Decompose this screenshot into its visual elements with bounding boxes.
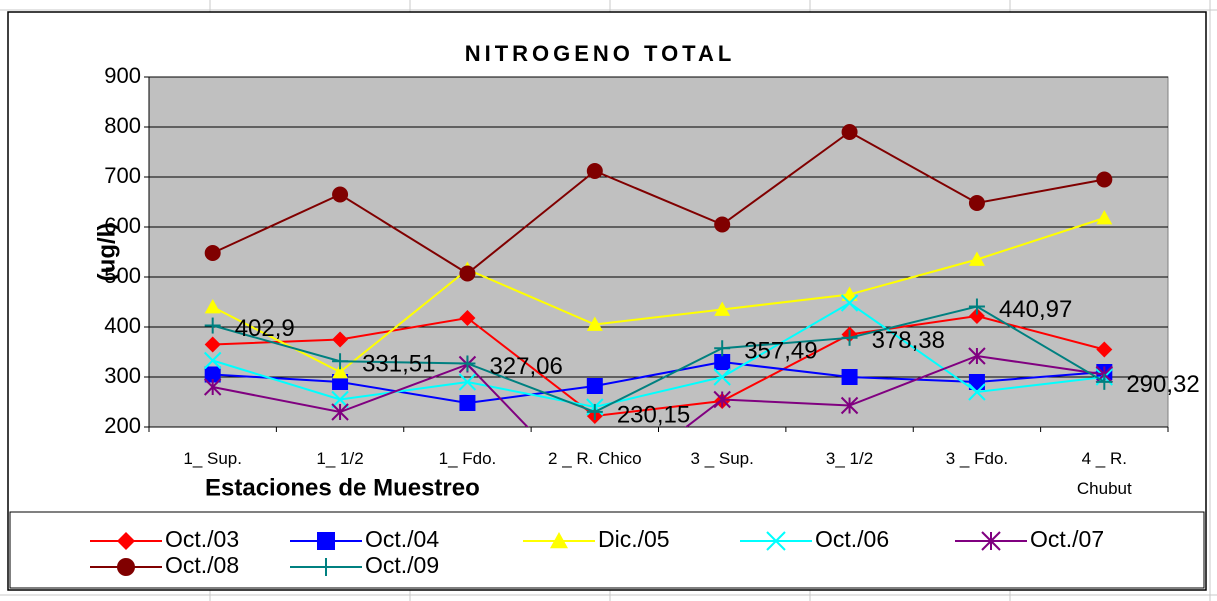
marker	[317, 532, 335, 550]
legend-label: Oct./09	[365, 552, 439, 578]
data-label: 290,32	[1126, 371, 1199, 398]
marker	[968, 347, 986, 365]
marker	[840, 294, 859, 312]
marker	[117, 558, 135, 576]
marker	[204, 366, 221, 383]
marker	[204, 336, 221, 353]
y-tick-label: 600	[104, 213, 141, 238]
legend-label: Oct./04	[365, 526, 439, 552]
marker	[586, 403, 603, 420]
marker	[968, 298, 985, 315]
y-tick-label: 800	[104, 113, 141, 138]
marker	[332, 364, 349, 379]
y-tick-label: 900	[104, 63, 141, 88]
marker	[841, 329, 858, 346]
legend-label: Oct./06	[815, 526, 889, 552]
marker	[714, 301, 731, 316]
marker	[968, 374, 985, 390]
marker	[204, 317, 221, 334]
marker	[1096, 373, 1113, 390]
y-tick-label: 700	[104, 163, 141, 188]
legend-label: Dic./05	[598, 526, 670, 552]
marker	[586, 163, 603, 179]
series-line	[212, 217, 1105, 374]
marker	[1096, 210, 1113, 225]
series-layer	[203, 124, 1114, 427]
y-tick-label: 400	[104, 313, 141, 338]
legend-label: Oct./08	[165, 552, 239, 578]
marker	[332, 186, 349, 203]
marker	[714, 354, 731, 370]
legend-frame	[9, 511, 1205, 589]
marker	[713, 368, 731, 386]
x-tick-label: 4 _ R. Chubut	[1076, 449, 1132, 498]
marker	[117, 532, 135, 550]
series-line	[212, 360, 1105, 405]
marker	[331, 403, 349, 421]
y-tick-label: 300	[104, 363, 141, 388]
x-tick-label: 3_ 1/2	[825, 449, 874, 468]
marker	[981, 531, 1001, 551]
marker	[714, 340, 731, 357]
data-label: 331,51	[362, 351, 435, 378]
data-label: 440,97	[999, 296, 1072, 323]
series-line	[212, 130, 1105, 275]
marker	[459, 355, 476, 372]
marker	[968, 308, 985, 324]
marker	[841, 124, 858, 140]
x-tick-label: 2 _ R. Chico	[548, 449, 642, 468]
y-tick-label: 200	[104, 413, 141, 438]
marker	[332, 331, 349, 348]
marker	[1096, 341, 1113, 358]
marker	[968, 251, 985, 266]
data-label: 357,49	[744, 338, 817, 365]
marker	[331, 390, 349, 409]
series-line	[212, 314, 1105, 418]
marker	[840, 396, 859, 415]
x-tick-label: 1_ Sup.	[183, 449, 242, 468]
marker	[317, 558, 335, 576]
x-tick-label: 1_ Fdo.	[438, 449, 497, 468]
chart-title: NITROGENO TOTAL	[465, 41, 736, 66]
marker	[459, 395, 476, 411]
data-label: 327,06	[489, 353, 562, 380]
legend-label: Oct./03	[165, 526, 239, 552]
marker	[459, 310, 476, 326]
marker	[968, 195, 985, 211]
x-tick-label: 1_ 1/2	[316, 449, 364, 468]
marker	[332, 353, 349, 370]
marker	[766, 531, 786, 551]
marker	[204, 245, 221, 261]
marker	[203, 351, 222, 370]
marker	[1096, 171, 1113, 188]
series-line	[212, 305, 1105, 414]
marker	[586, 378, 603, 394]
marker	[458, 373, 477, 391]
legend-label: Oct./07	[1030, 526, 1104, 552]
marker	[550, 532, 568, 549]
marker	[204, 299, 221, 314]
data-label: 378,38	[872, 327, 945, 354]
marker	[203, 378, 222, 396]
x-axis-label: Estaciones de Muestreo	[205, 474, 480, 501]
y-axis-label: (ug/l)	[93, 223, 120, 282]
marker	[713, 390, 731, 409]
data-label: 230,15	[617, 401, 690, 428]
series-line	[212, 301, 1105, 409]
marker	[459, 265, 476, 282]
marker	[714, 216, 731, 233]
marker	[841, 369, 858, 385]
x-tick-label: 3 _ Sup.	[690, 449, 754, 468]
y-tick-label: 500	[104, 263, 141, 288]
marker	[586, 316, 603, 331]
data-label: 402,9	[235, 315, 295, 342]
series-line	[212, 354, 1105, 427]
marker	[841, 286, 858, 301]
marker	[968, 383, 986, 401]
x-tick-label: 3 _ Fdo.	[945, 449, 1009, 468]
